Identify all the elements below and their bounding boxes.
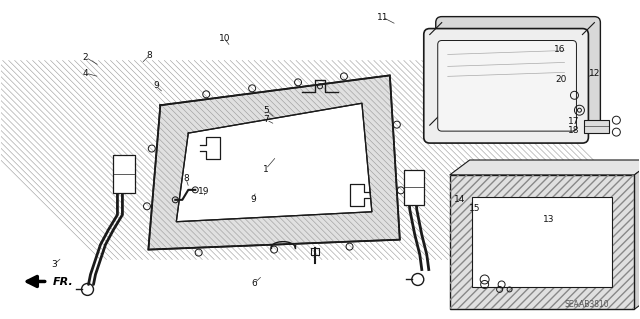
Text: 15: 15 — [469, 204, 481, 213]
Text: 18: 18 — [568, 126, 580, 135]
Text: 9: 9 — [153, 81, 159, 90]
Polygon shape — [584, 120, 609, 133]
Text: FR.: FR. — [52, 278, 74, 287]
FancyBboxPatch shape — [424, 29, 588, 143]
Bar — [113, 155, 136, 193]
Polygon shape — [176, 103, 372, 222]
Text: 9: 9 — [250, 195, 256, 204]
Text: 17: 17 — [568, 117, 580, 126]
Polygon shape — [634, 160, 640, 309]
Text: 14: 14 — [454, 195, 465, 204]
Polygon shape — [450, 160, 640, 175]
Text: 5: 5 — [264, 106, 269, 115]
FancyBboxPatch shape — [436, 17, 600, 131]
Bar — [404, 170, 424, 205]
Text: 12: 12 — [589, 69, 600, 78]
Text: 8: 8 — [147, 51, 152, 60]
Polygon shape — [450, 175, 634, 309]
Text: 2: 2 — [83, 53, 88, 62]
Polygon shape — [148, 75, 400, 249]
Text: 4: 4 — [83, 69, 88, 78]
Text: 1: 1 — [263, 165, 269, 174]
Text: 8: 8 — [183, 174, 189, 183]
Text: 6: 6 — [252, 279, 257, 288]
Text: SEAAB3810: SEAAB3810 — [564, 300, 609, 309]
Text: 20: 20 — [556, 75, 567, 84]
FancyBboxPatch shape — [438, 41, 577, 131]
Text: 11: 11 — [377, 13, 388, 22]
Text: 10: 10 — [218, 34, 230, 43]
Text: 3: 3 — [51, 260, 56, 270]
Text: 16: 16 — [554, 45, 565, 55]
Text: 19: 19 — [198, 187, 209, 196]
Polygon shape — [472, 197, 612, 287]
Text: 13: 13 — [543, 215, 554, 224]
Text: 7: 7 — [264, 115, 269, 124]
